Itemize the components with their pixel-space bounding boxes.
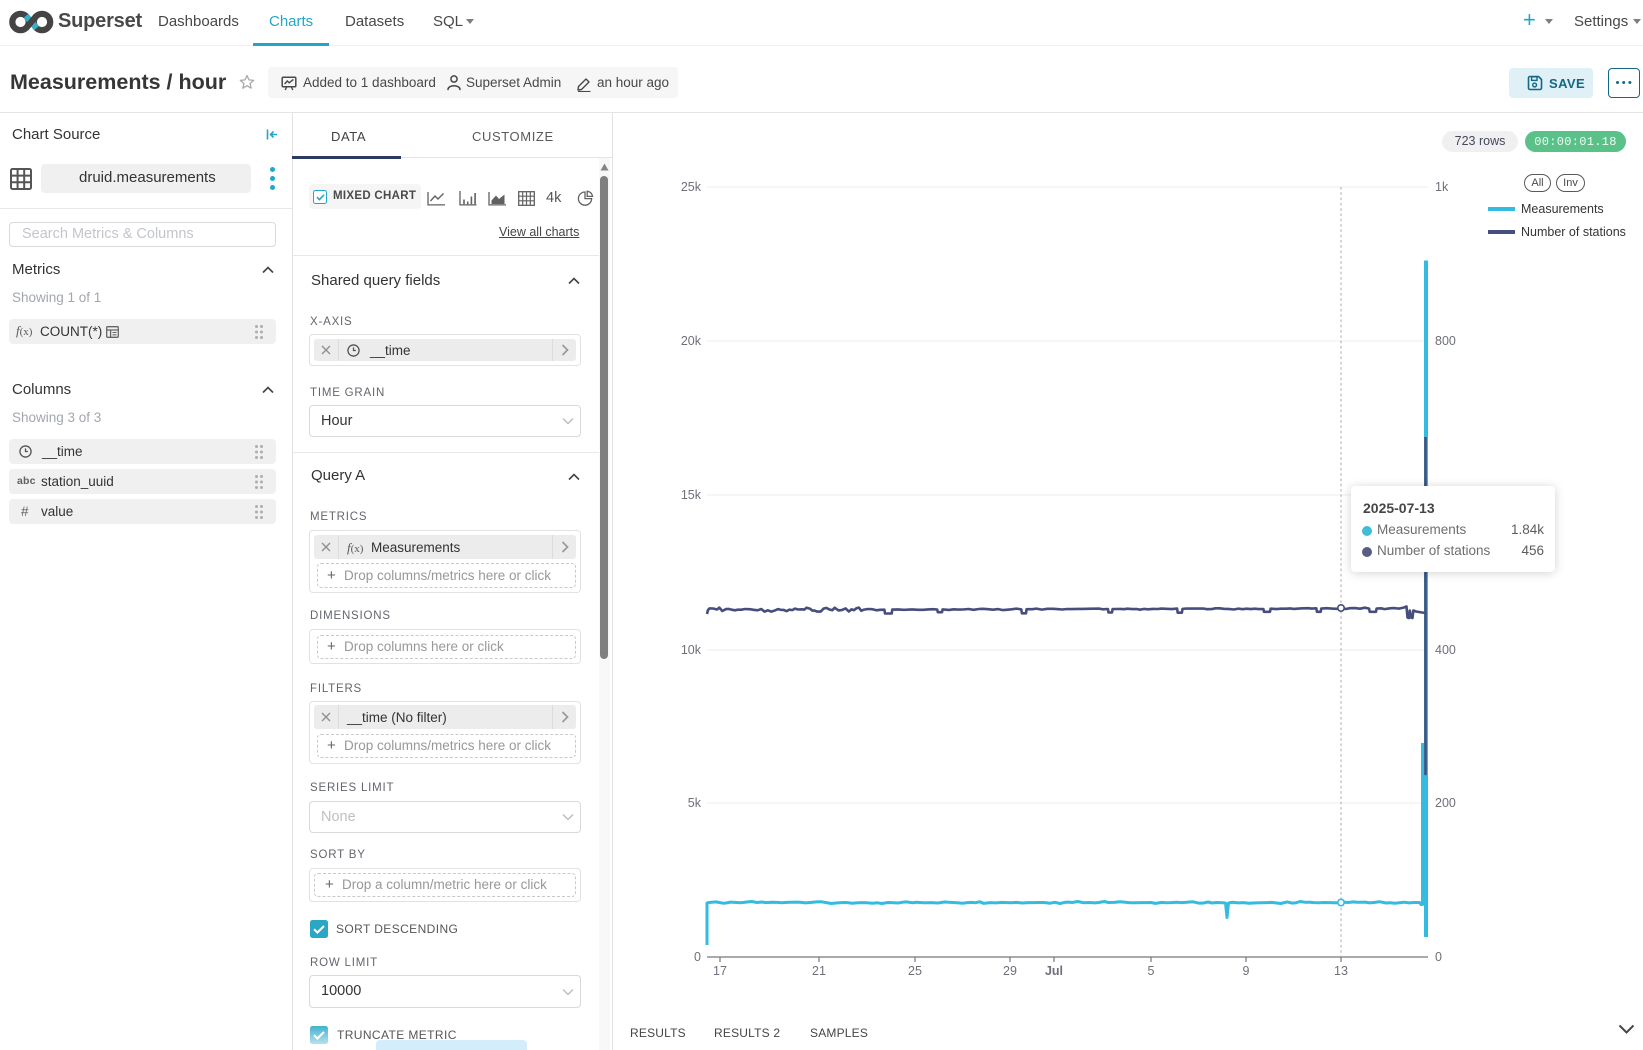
svg-text:17: 17 bbox=[713, 964, 727, 978]
svg-text:0: 0 bbox=[1435, 950, 1442, 964]
svg-text:13: 13 bbox=[1334, 964, 1348, 978]
svg-text:0: 0 bbox=[694, 950, 701, 964]
svg-text:15k: 15k bbox=[681, 488, 702, 502]
svg-text:25: 25 bbox=[908, 964, 922, 978]
svg-text:1k: 1k bbox=[1435, 180, 1449, 194]
svg-text:9: 9 bbox=[1243, 964, 1250, 978]
svg-text:200: 200 bbox=[1435, 796, 1456, 810]
svg-text:800: 800 bbox=[1435, 334, 1456, 348]
svg-text:10k: 10k bbox=[681, 643, 702, 657]
svg-text:25k: 25k bbox=[681, 180, 702, 194]
svg-text:21: 21 bbox=[812, 964, 826, 978]
svg-text:5: 5 bbox=[1148, 964, 1155, 978]
svg-text:20k: 20k bbox=[681, 334, 702, 348]
svg-text:400: 400 bbox=[1435, 643, 1456, 657]
svg-text:5k: 5k bbox=[688, 796, 702, 810]
svg-text:Jul: Jul bbox=[1045, 964, 1063, 978]
svg-text:29: 29 bbox=[1003, 964, 1017, 978]
